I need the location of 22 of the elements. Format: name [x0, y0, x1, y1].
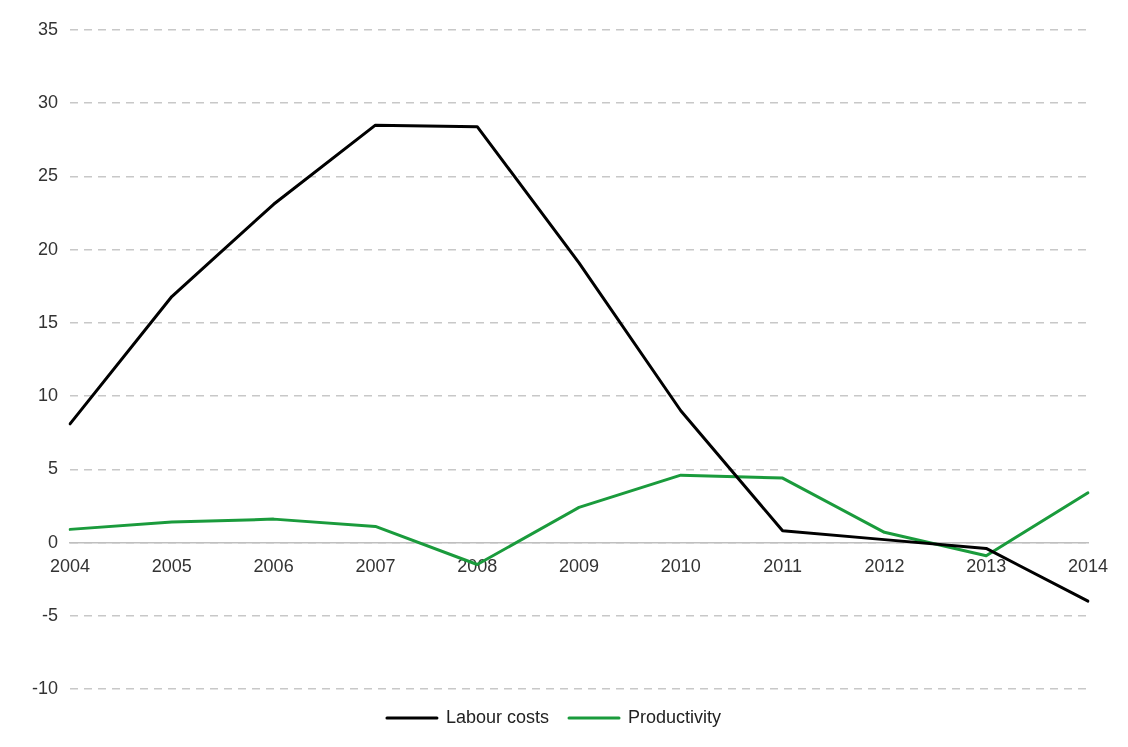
- legend-label: Productivity: [628, 706, 722, 727]
- legend-label: Labour costs: [445, 706, 550, 727]
- x-tick-label: 2004: [49, 556, 91, 577]
- y-tick-label: 25: [37, 165, 59, 186]
- x-tick-label: 2012: [864, 556, 905, 577]
- x-tick-label: 2010: [660, 556, 701, 577]
- x-tick-label: 2006: [253, 556, 294, 577]
- y-tick-label: 35: [37, 18, 59, 39]
- y-tick-label: 0: [48, 531, 59, 552]
- y-tick-label: 30: [37, 92, 59, 113]
- x-tick-label: 2011: [763, 556, 802, 577]
- x-tick-label: 2005: [151, 556, 192, 577]
- y-tick-label: -10: [32, 677, 59, 698]
- y-tick-label: 10: [37, 385, 59, 406]
- x-tick-label: 2013: [966, 556, 1007, 577]
- y-tick-label: -5: [42, 604, 59, 625]
- x-tick-label: 2009: [558, 556, 600, 577]
- y-tick-label: 5: [48, 458, 59, 479]
- x-tick-label: 2014: [1067, 556, 1109, 577]
- y-tick-label: 15: [37, 311, 59, 332]
- x-tick-label: 2007: [355, 556, 396, 577]
- y-tick-label: 20: [37, 238, 59, 259]
